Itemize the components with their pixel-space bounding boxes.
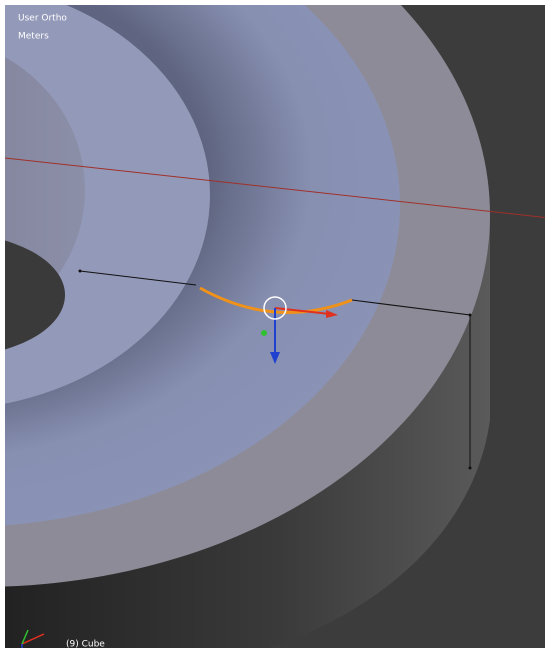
units-label: Meters [18, 32, 49, 42]
object-label: (9) Cube [66, 640, 105, 650]
vertex [468, 313, 472, 317]
edge [79, 270, 197, 286]
gizmo-center [263, 296, 287, 320]
view-label: User Ortho [18, 14, 67, 24]
axis-widget [21, 629, 45, 648]
vertex [78, 269, 82, 273]
x-axis-line [5, 157, 545, 218]
hole [5, 240, 65, 350]
gizmo-x [274, 307, 331, 315]
gizmo-x-head [326, 310, 338, 318]
axis-y [21, 629, 29, 645]
gizmo-z-head [270, 352, 280, 364]
vertex [468, 466, 472, 470]
axis-x [21, 633, 45, 645]
gizmo-y [261, 330, 267, 336]
